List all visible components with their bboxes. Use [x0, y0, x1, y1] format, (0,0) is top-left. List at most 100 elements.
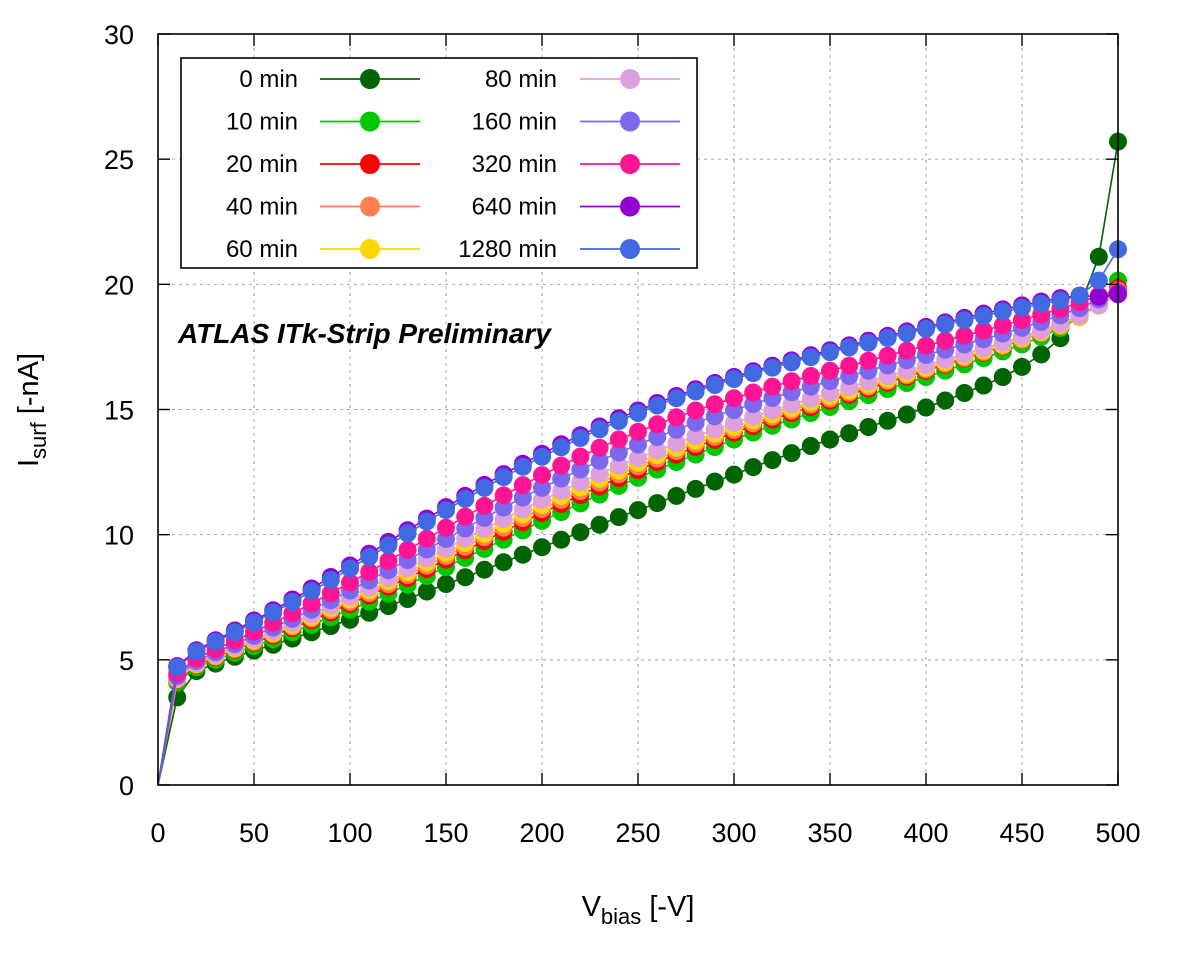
data-point	[686, 479, 705, 498]
data-point	[993, 316, 1012, 335]
y-tick-label: 0	[119, 771, 134, 801]
grid	[158, 34, 1118, 785]
data-point	[667, 389, 686, 408]
y-tick-label: 10	[104, 521, 134, 551]
series-1280-min	[157, 240, 1127, 786]
data-point	[552, 482, 571, 501]
y-tick-label: 20	[104, 270, 134, 300]
data-point	[801, 367, 820, 385]
data-point	[1013, 357, 1031, 376]
legend-marker	[620, 154, 640, 174]
x-axis-title-unit: [-V]	[641, 891, 694, 923]
legend-box	[180, 57, 698, 269]
data-point	[456, 489, 475, 508]
data-point	[379, 536, 398, 555]
legend-marker	[620, 69, 640, 89]
legend-entry: 10 min	[226, 109, 420, 136]
data-point	[821, 343, 839, 362]
data-point	[341, 573, 359, 592]
y-axis-title: Isurf [-nA]	[13, 353, 51, 467]
legend-entry: 160 min	[472, 109, 680, 136]
data-point	[1032, 345, 1051, 364]
data-point	[571, 447, 590, 466]
data-point	[302, 594, 321, 613]
y-tick-label: 30	[104, 20, 134, 50]
legend-marker	[360, 111, 380, 132]
data-point	[763, 377, 782, 396]
data-point	[571, 523, 590, 542]
data-point	[533, 478, 551, 497]
data-point	[821, 361, 839, 380]
data-point	[629, 404, 647, 422]
data-point	[801, 348, 820, 367]
data-point	[878, 346, 897, 365]
data-point	[417, 529, 436, 548]
legend-entry: 80 min	[485, 66, 680, 93]
legend-entry: 640 min	[472, 194, 680, 221]
data-point	[974, 376, 993, 395]
data-point	[590, 451, 609, 470]
data-point	[475, 478, 494, 497]
data-point	[533, 447, 551, 466]
data-point	[187, 642, 206, 661]
data-point	[897, 324, 916, 343]
data-point	[417, 582, 436, 601]
data-point	[955, 384, 974, 402]
data-point	[513, 457, 532, 476]
legend-marker	[360, 69, 380, 89]
data-point	[379, 552, 398, 570]
data-point	[725, 414, 743, 432]
atlas-annotation: ATLAS ITk-Strip Preliminary	[177, 318, 552, 349]
data-point	[993, 368, 1012, 386]
data-point	[725, 465, 743, 484]
data-point	[859, 351, 878, 370]
legend-label: 20 min	[226, 151, 298, 178]
data-point	[897, 341, 916, 360]
data-point	[744, 364, 763, 383]
data-point	[321, 571, 340, 589]
data-point	[763, 401, 782, 420]
data-point	[782, 444, 801, 463]
data-point	[398, 540, 417, 559]
data-point	[533, 466, 551, 485]
y-tick-label: 5	[119, 646, 134, 676]
data-point	[571, 473, 590, 492]
data-point	[245, 613, 263, 632]
legend-label: 320 min	[472, 151, 557, 178]
x-axis-title-main: V	[582, 891, 602, 923]
data-point	[283, 593, 302, 611]
data-point	[590, 438, 609, 457]
data-point	[782, 372, 801, 391]
data-point	[878, 328, 897, 347]
data-point	[897, 405, 916, 424]
x-tick-label: 100	[327, 818, 372, 848]
x-tick-label: 250	[615, 818, 660, 848]
data-point	[667, 420, 686, 439]
data-point	[686, 401, 705, 420]
legend-label: 60 min	[226, 236, 298, 263]
legend-label: 640 min	[472, 194, 557, 221]
legend-entry: 60 min	[226, 236, 420, 263]
data-point	[974, 321, 993, 340]
data-point	[763, 358, 782, 377]
data-point	[341, 559, 359, 578]
data-point	[533, 538, 551, 557]
data-point	[629, 501, 647, 520]
data-point	[1013, 298, 1031, 317]
data-point	[917, 319, 935, 338]
data-point	[590, 515, 609, 534]
data-point	[648, 396, 667, 415]
data-point	[629, 435, 647, 454]
data-point	[609, 412, 628, 430]
data-point	[705, 420, 724, 439]
data-point	[993, 302, 1012, 321]
data-point	[648, 428, 667, 446]
series-layer	[157, 132, 1127, 786]
data-point	[609, 430, 628, 449]
data-point	[725, 389, 743, 408]
legend-entry: 40 min	[226, 194, 420, 221]
legend-entry: 0 min	[239, 66, 420, 93]
data-point	[955, 311, 974, 330]
data-point	[821, 430, 839, 449]
data-point	[782, 395, 801, 414]
